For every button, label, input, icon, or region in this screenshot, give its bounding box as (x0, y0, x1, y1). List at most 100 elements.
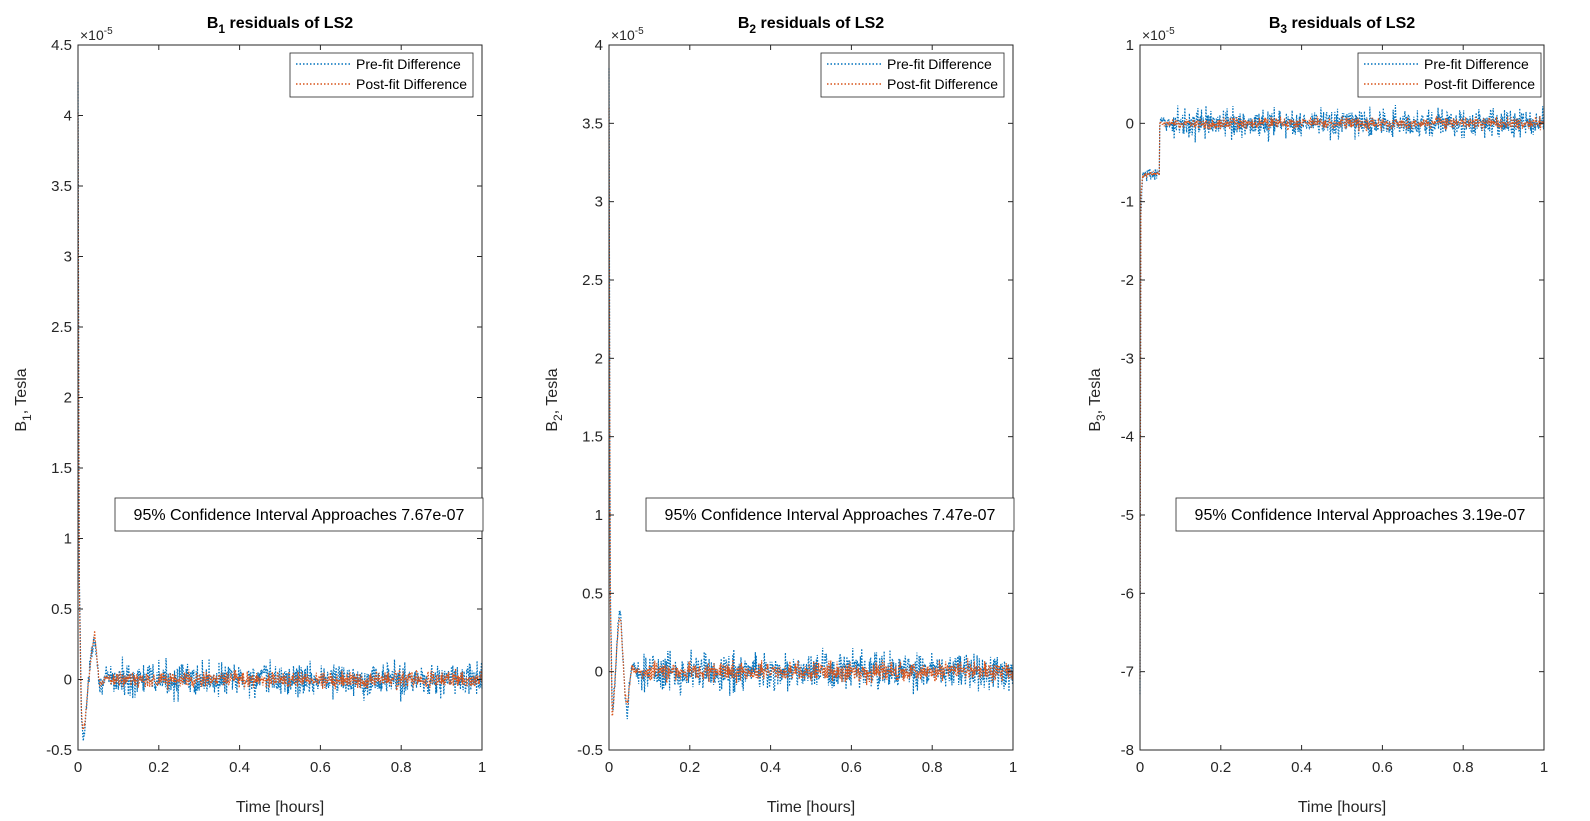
y-tick-label: -0.5 (46, 742, 72, 759)
series-line-post-fit (77, 112, 483, 731)
legend-entry-post: Post-fit Difference (887, 76, 998, 92)
annotation-text: 95% Confidence Interval Approaches 7.47e… (665, 507, 996, 524)
legend: Pre-fit Difference Post-fit Difference (820, 52, 1005, 98)
y-tick-label: 1.5 (582, 429, 603, 446)
tick-group: 0 0.2 0.4 0.6 0.8 1-0.500.511.522.533.54 (577, 37, 1017, 776)
x-tick-label: 0 (1136, 759, 1144, 776)
title-subscript: 3 (1280, 22, 1287, 36)
annotation-text: 95% Confidence Interval Approaches 7.67e… (134, 507, 465, 524)
exponent-power: -5 (104, 26, 113, 37)
legend-box (289, 52, 474, 98)
y-axis-label: B1, Tesla (13, 368, 34, 431)
legend-entry-pre: Pre-fit Difference (356, 56, 461, 72)
x-tick-label: 0.8 (922, 759, 943, 776)
legend-entry-post: Post-fit Difference (356, 76, 467, 92)
x-tick-label: 0.6 (1372, 759, 1393, 776)
tick-group: 0 0.2 0.4 0.6 0.8 1-0.500.511.522.533.544.5 (46, 37, 486, 776)
series-line-post-fit (608, 107, 1014, 718)
x-axis-label: Time [hours] (767, 799, 855, 816)
axes-box (1139, 44, 1545, 751)
y-tick-label: 1 (595, 507, 603, 524)
title-rest: residuals of LS2 (225, 15, 353, 32)
annotation-box (645, 497, 1015, 532)
panel-b3-residuals: B3 residuals of LS2 B3, Tesla Time [hour… (1087, 15, 1548, 816)
series-line-post-fit (1139, 115, 1545, 679)
x-tick-label: 0.2 (679, 759, 700, 776)
y-tick-label: 2.5 (582, 272, 603, 289)
y-tick-label: -4 (1121, 429, 1134, 446)
chart-title: B1 residuals of LS2 (207, 15, 353, 36)
exponent-base: ×10 (1142, 27, 1166, 43)
exponent-label: ×10-5 (1142, 26, 1175, 43)
y-tick-label: -6 (1121, 585, 1134, 602)
annotation: 95% Confidence Interval Approaches 7.47e… (645, 497, 1015, 532)
chart-title: B3 residuals of LS2 (1269, 15, 1415, 36)
y-tick-label: 2 (595, 350, 603, 367)
legend-entry-pre: Pre-fit Difference (887, 56, 992, 72)
x-tick-label: 1 (1540, 759, 1548, 776)
y-tick-label: 0 (595, 664, 603, 681)
annotation-box (1175, 497, 1545, 532)
y-tick-label: 3 (64, 249, 72, 266)
legend: Pre-fit Difference Post-fit Difference (289, 52, 474, 98)
y-tick-label: 1 (64, 531, 72, 548)
exponent-power: -5 (635, 26, 644, 37)
legend-entry-pre: Pre-fit Difference (1424, 56, 1529, 72)
ylabel-subscript: 1 (20, 414, 34, 421)
y-tick-label: 3.5 (582, 115, 603, 132)
annotation-box (114, 497, 484, 532)
y-tick-label: 2 (64, 390, 72, 407)
annotation: 95% Confidence Interval Approaches 7.67e… (114, 497, 484, 532)
x-tick-label: 0.4 (229, 759, 250, 776)
x-tick-label: 0.8 (1453, 759, 1474, 776)
x-tick-label: 1 (1009, 759, 1017, 776)
plot-area (608, 68, 1014, 720)
x-tick-label: 0.2 (1210, 759, 1231, 776)
panel-b1-residuals: B1 residuals of LS2 B1, Tesla Time [hour… (13, 15, 486, 816)
ylabel-subscript: 2 (551, 414, 565, 421)
y-tick-label: 4 (64, 108, 72, 125)
y-tick-label: -2 (1121, 272, 1134, 289)
ylabel-main: B (13, 421, 30, 432)
y-tick-label: -5 (1121, 507, 1134, 524)
annotation-text: 95% Confidence Interval Approaches 3.19e… (1195, 507, 1526, 524)
tick-group: 0 0.2 0.4 0.6 0.8 1 -8 -7 -6 -5 -4 -3 -2 -1 0 1 (1121, 37, 1549, 776)
y-tick-label: -8 (1121, 742, 1134, 759)
exponent-power: -5 (1166, 26, 1175, 37)
y-tick-label: 3.5 (51, 178, 72, 195)
ylabel-subscript: 3 (1094, 414, 1108, 421)
exponent-base: ×10 (80, 27, 104, 43)
ylabel-rest: , Tesla (544, 368, 561, 414)
exponent-label: ×10-5 (80, 26, 113, 43)
y-axis-label: B3, Tesla (1087, 368, 1108, 431)
y-tick-label: 0.5 (582, 585, 603, 602)
x-tick-label: 0.4 (1291, 759, 1312, 776)
y-tick-label: 0 (1126, 115, 1134, 132)
series-line-pre-fit (608, 68, 1014, 720)
legend-box (1357, 52, 1542, 98)
x-tick-label: 1 (478, 759, 486, 776)
title-main: B (738, 15, 750, 32)
title-subscript: 2 (749, 22, 756, 36)
panel-b2-residuals: B2 residuals of LS2 B2, Tesla Time [hour… (544, 15, 1017, 816)
exponent-label: ×10-5 (611, 26, 644, 43)
exponent-base: ×10 (611, 27, 635, 43)
legend-box (820, 52, 1005, 98)
axes-box (608, 44, 1014, 751)
x-tick-label: 0.2 (148, 759, 169, 776)
x-tick-label: 0.8 (391, 759, 412, 776)
title-subscript: 1 (218, 22, 225, 36)
y-tick-label: -3 (1121, 350, 1134, 367)
x-tick-label: 0.6 (841, 759, 862, 776)
title-rest: residuals of LS2 (1287, 15, 1415, 32)
annotation: 95% Confidence Interval Approaches 3.19e… (1175, 497, 1545, 532)
title-main: B (207, 15, 219, 32)
x-tick-label: 0 (74, 759, 82, 776)
y-tick-label: 4.5 (51, 37, 72, 54)
chart-title: B2 residuals of LS2 (738, 15, 884, 36)
x-tick-label: 0 (605, 759, 613, 776)
y-tick-label: 1 (1126, 37, 1134, 54)
y-tick-label: 2.5 (51, 319, 72, 336)
